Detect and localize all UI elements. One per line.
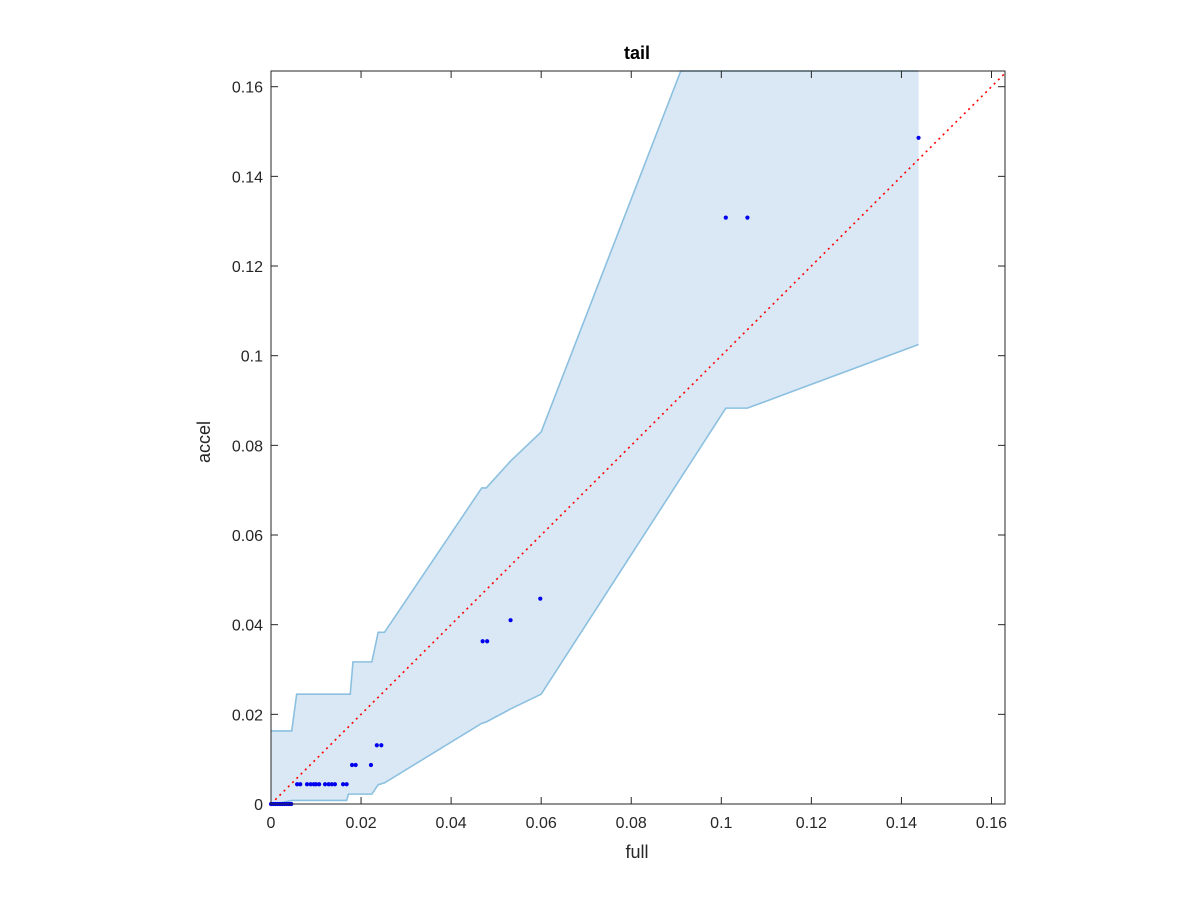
axes-layer: 0 0.02 0.04 0.06 0.08 0.1 0.12 0.14 0.16 0 0.02 0.0… — [232, 70, 1007, 832]
y-tick-label: 0.14 — [232, 169, 263, 186]
x-tick-label: 0.08 — [616, 815, 647, 832]
x-tick-label: 0.14 — [886, 815, 917, 832]
data-point — [298, 782, 303, 787]
y-tick-label: 0.02 — [232, 707, 263, 724]
x-tick-label: 0.02 — [345, 815, 376, 832]
data-point — [379, 743, 384, 748]
y-tick-label: 0.1 — [241, 349, 263, 366]
x-tick-label: 0.1 — [710, 815, 732, 832]
data-point — [313, 782, 319, 787]
y-tick-label: 0 — [254, 797, 263, 814]
x-tick-label: 0.16 — [976, 815, 1007, 832]
data-point — [332, 782, 338, 787]
y-tick-label: 0.12 — [232, 259, 263, 276]
data-point — [317, 782, 322, 787]
x-tick-label: 0.12 — [796, 815, 827, 832]
data-point — [349, 762, 355, 768]
chart-title: tail — [624, 43, 650, 63]
data-point — [329, 782, 334, 787]
confidence-band-upper-edge — [271, 70, 919, 732]
data-point — [353, 762, 358, 768]
x-tick-label: 0 — [267, 815, 276, 832]
y-tick-label: 0.16 — [232, 80, 263, 97]
data-point — [485, 639, 490, 644]
data-point — [368, 762, 374, 768]
reference-line-layer — [270, 72, 1006, 805]
data-point — [480, 639, 485, 644]
y-tick-label: 0.08 — [232, 438, 263, 455]
data-point — [723, 215, 728, 220]
data-point — [538, 596, 543, 601]
data-point — [326, 782, 331, 787]
confidence-band-layer — [271, 70, 919, 805]
y-axis-label: accel — [194, 421, 214, 463]
x-tick-label: 0.04 — [436, 815, 467, 832]
data-point — [374, 743, 379, 748]
data-point — [308, 782, 313, 787]
x-axis-label: full — [625, 842, 648, 862]
data-point — [508, 618, 513, 623]
data-point — [344, 782, 349, 787]
data-point — [322, 782, 328, 787]
x-tick-label: 0.06 — [526, 815, 557, 832]
data-point — [304, 782, 310, 787]
identity-reference-line — [270, 72, 1006, 805]
data-point — [295, 782, 300, 787]
data-point — [745, 215, 750, 220]
data-point — [340, 782, 346, 787]
y-tick-label: 0.06 — [232, 528, 263, 545]
y-tick-label: 0.04 — [232, 618, 263, 635]
confidence-band-lower-edge — [271, 343, 919, 805]
confidence-band-fill — [271, 71, 919, 804]
data-point — [916, 135, 921, 140]
plot-frame — [270, 70, 1006, 805]
